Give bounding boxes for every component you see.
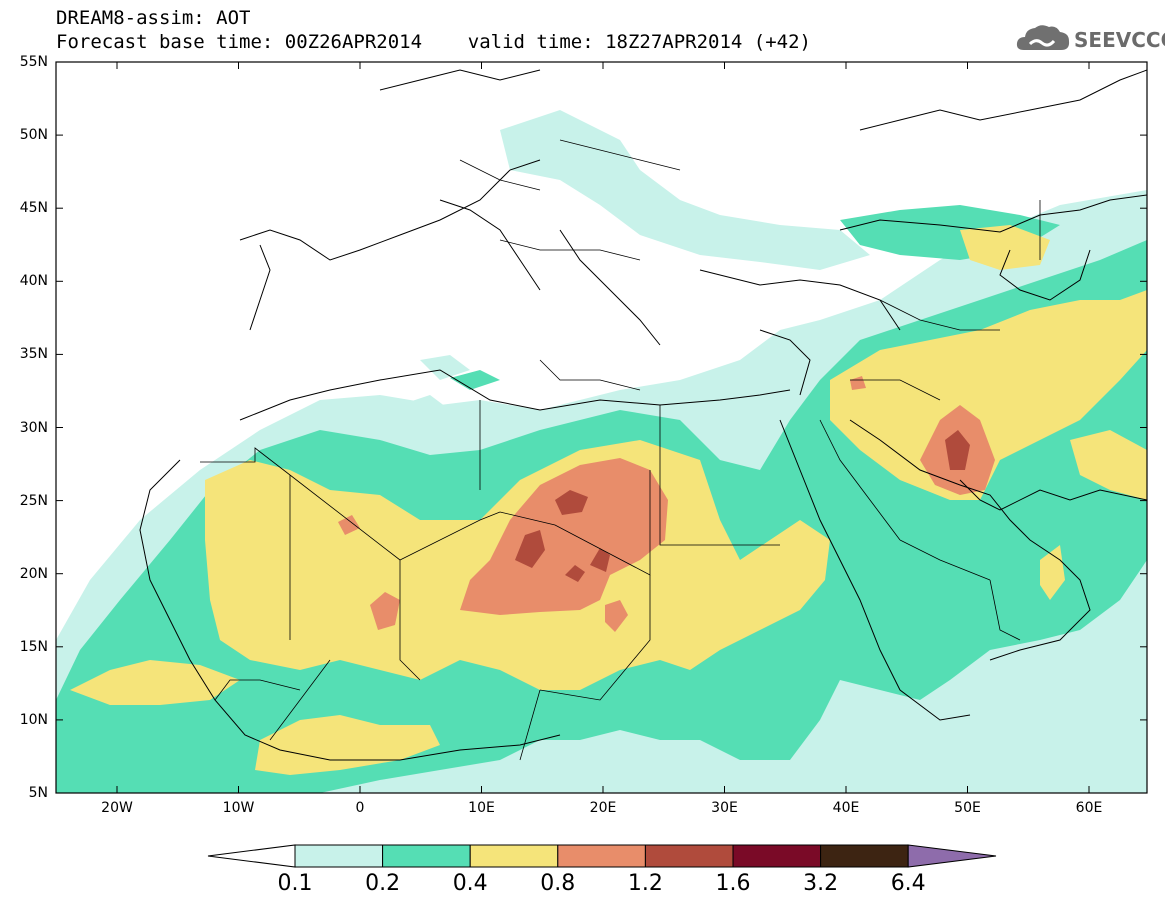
country-borders bbox=[200, 139, 1041, 761]
colorbar-level-label: 0.1 bbox=[277, 871, 313, 896]
colorbar-level-label: 0.4 bbox=[452, 871, 488, 896]
colorbar-level-label: 0.8 bbox=[540, 871, 576, 896]
colorbar-segment bbox=[294, 844, 384, 868]
colorbar-segment bbox=[557, 844, 646, 868]
colorbar-level-label: 0.2 bbox=[365, 871, 401, 896]
colorbar-low-arrow bbox=[207, 844, 296, 868]
lon-label: 40E bbox=[832, 800, 860, 816]
colorbar-level-label: 1.2 bbox=[627, 871, 663, 896]
lat-label: 50N bbox=[19, 127, 48, 144]
lat-label: 10N bbox=[19, 711, 48, 728]
lon-label: 20W bbox=[101, 800, 133, 816]
aot-band-1-2 bbox=[515, 430, 970, 582]
lat-label: 15N bbox=[19, 638, 48, 655]
colorbar-segment bbox=[469, 844, 559, 868]
colorbar-high-arrow bbox=[907, 844, 997, 868]
aot-field bbox=[56, 62, 1147, 793]
lat-label: 25N bbox=[19, 492, 48, 509]
lat-label: 5N bbox=[28, 785, 48, 801]
lon-label: 10W bbox=[222, 800, 255, 816]
lon-label: 10E bbox=[468, 800, 495, 816]
lat-label: 45N bbox=[19, 200, 48, 217]
colorbar-segment bbox=[382, 844, 471, 868]
colorbar-segment bbox=[732, 844, 822, 868]
lat-label: 20N bbox=[19, 565, 48, 582]
coastlines bbox=[139, 69, 1147, 761]
colorbar-level-label: 3.2 bbox=[803, 871, 839, 896]
lat-label: 55N bbox=[19, 54, 48, 70]
lon-label: 0 bbox=[355, 800, 365, 816]
cloud-icon bbox=[1016, 25, 1070, 50]
lat-label: 35N bbox=[19, 346, 48, 363]
lon-label: 50E bbox=[954, 800, 981, 816]
colorbar bbox=[207, 844, 997, 868]
colorbar-level-label: 6.4 bbox=[890, 871, 926, 896]
colorbar-segment bbox=[644, 844, 734, 868]
forecast-time-line: Forecast base time: 00Z26APR2014 valid t… bbox=[56, 31, 811, 53]
lat-label: 30N bbox=[19, 419, 48, 436]
colorbar-segment bbox=[820, 844, 909, 868]
logo-text: SEEVCCC bbox=[1074, 28, 1165, 52]
map-title: DREAM8-assim: AOT bbox=[56, 7, 251, 29]
seevccc-logo: SEEVCCC bbox=[1016, 22, 1165, 56]
lon-label: 30E bbox=[711, 800, 738, 816]
lon-label: 20E bbox=[589, 800, 617, 816]
axis-ticks bbox=[56, 61, 1147, 794]
lat-label: 40N bbox=[19, 273, 48, 290]
lon-label: 60E bbox=[1075, 800, 1103, 816]
colorbar-level-label: 1.6 bbox=[715, 871, 751, 896]
